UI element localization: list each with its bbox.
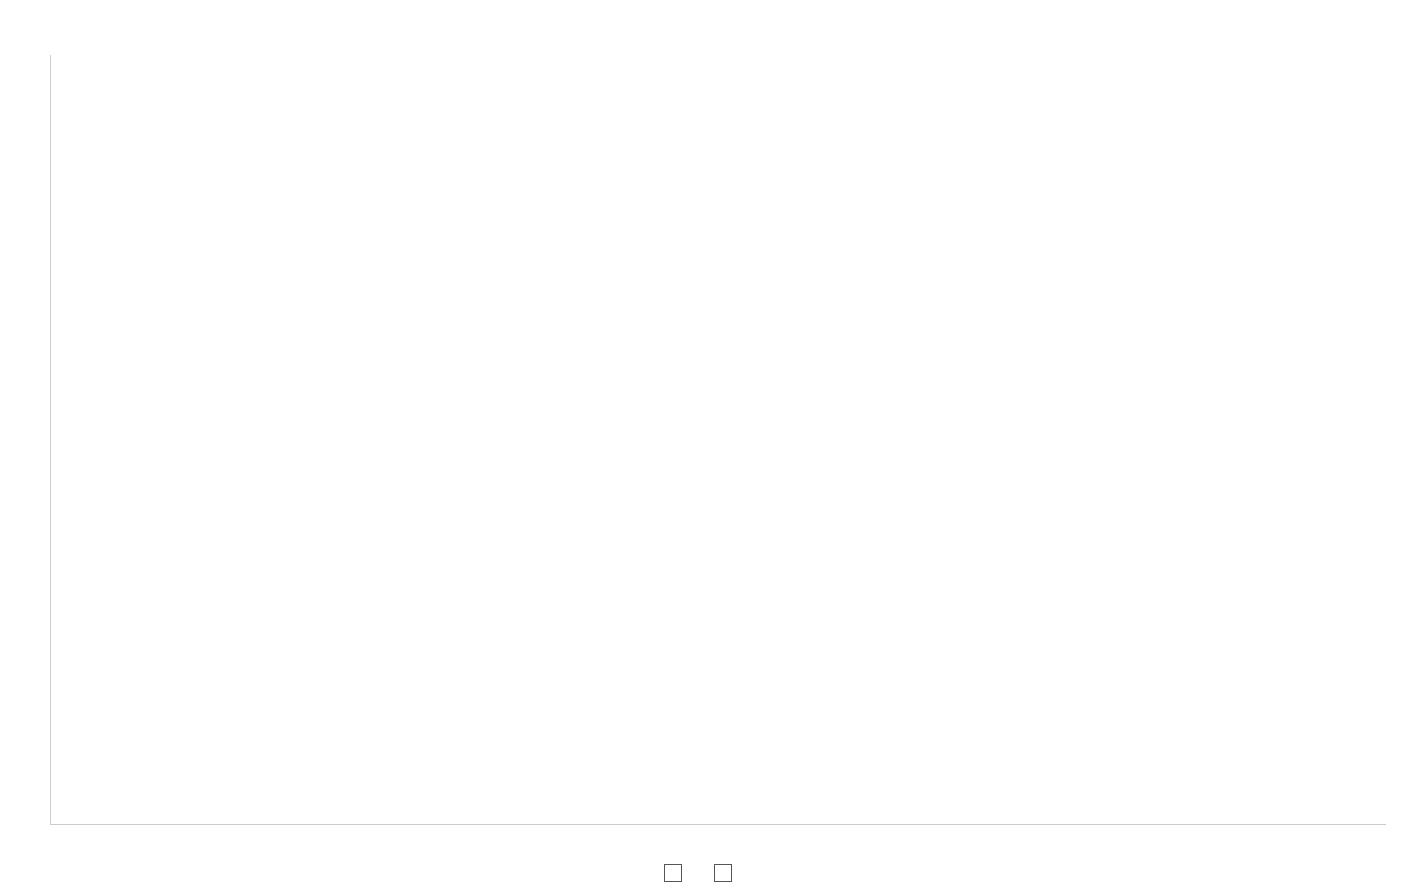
plot-area xyxy=(50,55,1386,825)
chart-container xyxy=(0,0,1406,892)
legend-item-crow xyxy=(664,862,692,884)
bottom-legend xyxy=(664,862,742,884)
swatch-nepal xyxy=(714,864,732,882)
legend-item-nepal xyxy=(714,862,742,884)
swatch-crow xyxy=(664,864,682,882)
